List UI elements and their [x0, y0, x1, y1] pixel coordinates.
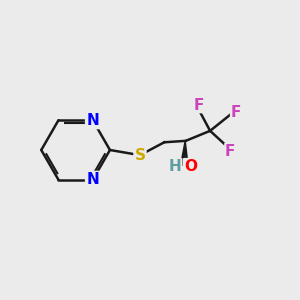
- Text: S: S: [134, 148, 146, 163]
- Text: F: F: [231, 105, 241, 120]
- Text: F: F: [225, 144, 235, 159]
- Text: F: F: [194, 98, 204, 112]
- Text: H: H: [169, 159, 181, 174]
- Text: N: N: [86, 113, 99, 128]
- Text: O: O: [184, 159, 197, 174]
- Text: N: N: [86, 172, 99, 187]
- Polygon shape: [181, 141, 188, 165]
